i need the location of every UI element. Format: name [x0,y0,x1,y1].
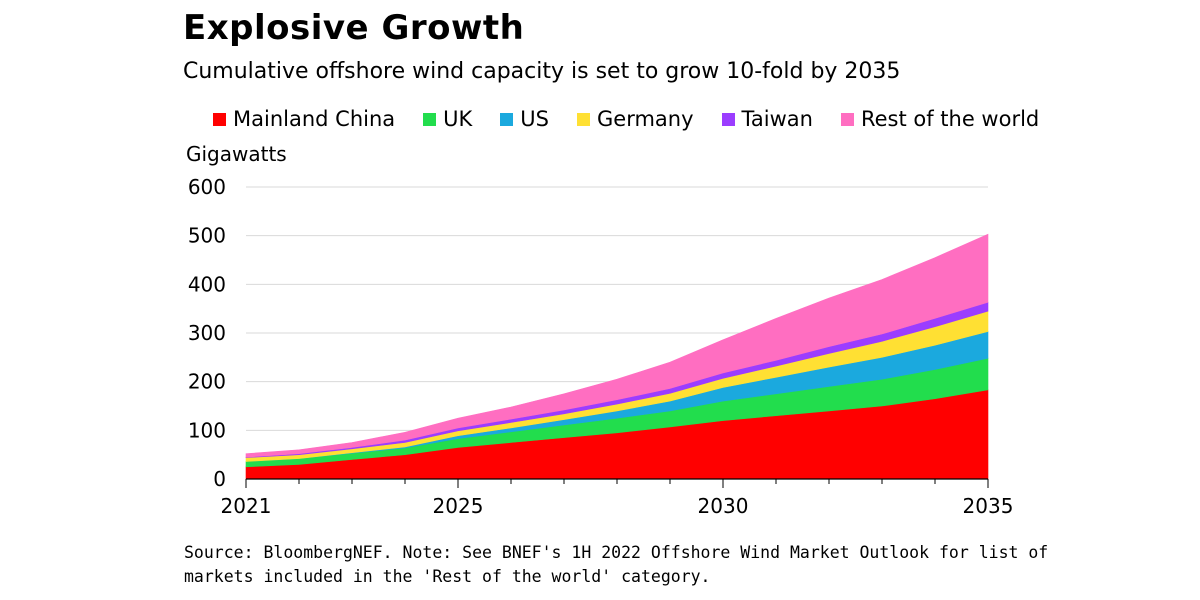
legend-label: US [520,107,549,131]
legend-item-us: US [500,107,549,131]
x-tick-label-2025: 2025 [433,494,484,518]
source-note: Source: BloombergNEF. Note: See BNEF's 1… [184,543,1049,586]
y-tick-label-600: 600 [188,175,226,199]
area-rest-of-the-world [245,233,989,458]
x-tick-label-2021: 2021 [221,494,272,518]
legend-label: Germany [597,107,694,131]
legend-label: UK [443,107,473,131]
legend-swatch [577,112,590,126]
chart-legend: Mainland China UK US Germany Taiwan Rest of t… [213,104,1039,134]
legend-swatch [423,112,437,126]
legend-swatch [840,112,854,126]
y-tick-label-400: 400 [188,272,226,296]
legend-item-uk: UK [423,107,472,131]
legend-label: Mainland China [233,107,396,131]
y-tick-label-300: 300 [188,321,226,345]
legend-swatch [213,112,226,126]
chart-title: Explosive Growth [183,8,525,48]
legend-item-mainland-china: Mainland China [213,107,395,131]
chart-subtitle: Cumulative offshore wind capacity is set… [183,59,901,84]
legend-label: Rest of the world [860,107,1040,131]
y-tick-label-200: 200 [188,370,226,394]
y-tick-label-500: 500 [188,224,226,248]
legend-item-germany: Germany [577,107,694,131]
legend-swatch [500,112,514,126]
y-tick-label-0: 0 [213,467,226,491]
legend-item-rest-of-the-world: Rest of the world [840,107,1040,131]
legend-item-taiwan: Taiwan [721,107,813,131]
x-tick-label-2035: 2035 [963,494,1014,518]
legend-label: Taiwan [741,107,813,131]
x-tick-label-2030: 2030 [698,494,749,518]
y-tick-label-100: 100 [188,418,226,442]
legend-swatch [721,112,735,126]
y-axis-label: Gigawatts [186,142,287,166]
